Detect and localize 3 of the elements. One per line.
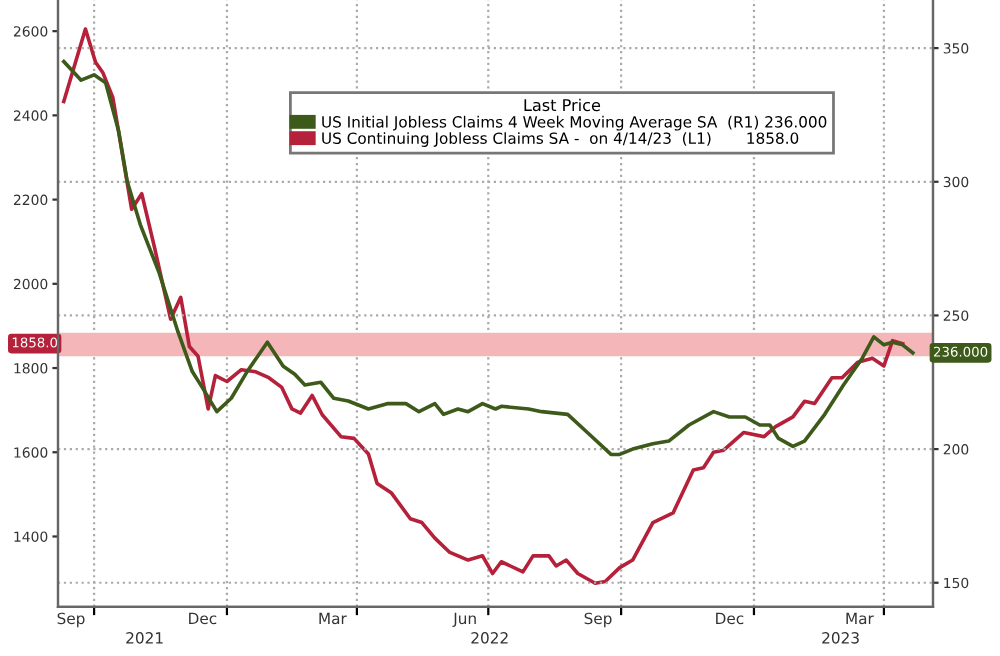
line-series bbox=[61, 59, 915, 457]
line-series bbox=[61, 27, 905, 586]
legend-title: Last Price bbox=[524, 98, 601, 112]
